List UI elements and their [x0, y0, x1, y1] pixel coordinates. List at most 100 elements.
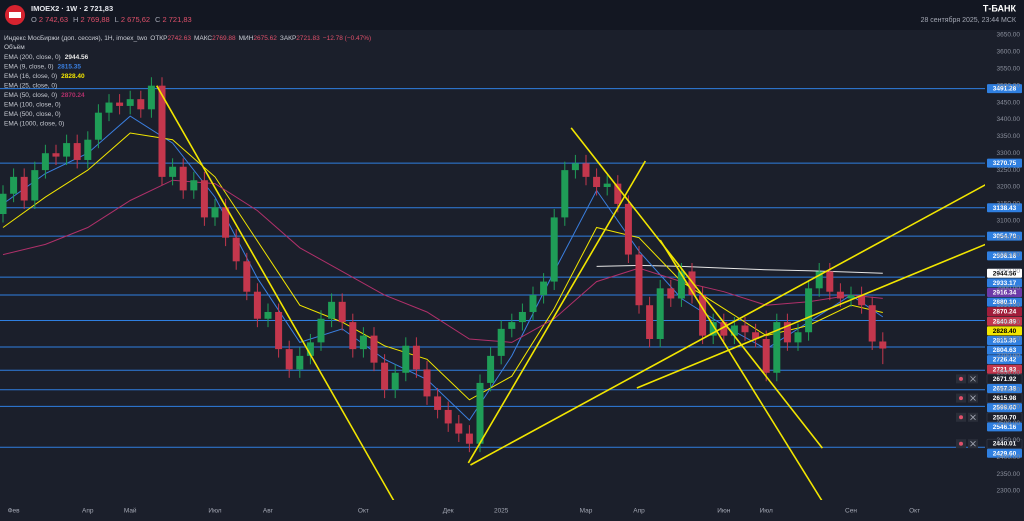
candle-body [794, 332, 802, 343]
x-tick-label: Сен [845, 508, 857, 515]
y-tick-label: 2700.00 [997, 353, 1021, 360]
legend-name: EMA (100, close, 0) [4, 101, 61, 108]
ohlc-value: 2 769,88 [80, 15, 109, 24]
candle-body [63, 143, 71, 157]
candle-body [561, 170, 569, 218]
alert-close [970, 440, 976, 447]
candle-body [306, 342, 314, 356]
level-label: 3138.43 [993, 205, 1017, 212]
level-label-bg [987, 158, 1022, 168]
candle-body [550, 217, 558, 282]
legend-entry: EMA (200, close, 0) 2944.56 [4, 54, 89, 61]
candle-body [667, 288, 675, 299]
candle-body [476, 382, 484, 444]
level-label: 2671.92 [993, 376, 1017, 383]
candle-body [158, 85, 166, 177]
candle-body [868, 305, 876, 342]
info-value: 2769.88 [212, 35, 236, 42]
x-tick-label: Дек [443, 508, 454, 515]
level-label: 2721.83 [993, 366, 1017, 373]
trend-line [467, 160, 647, 464]
y-tick-label: 2750.00 [997, 336, 1021, 343]
level-label: 2916.34 [993, 290, 1017, 297]
candle-body [391, 372, 399, 390]
trend-line [156, 85, 395, 500]
candle-body [116, 102, 124, 106]
level-label-bg [987, 231, 1022, 241]
candle-body [41, 153, 49, 171]
candle-body [518, 311, 526, 323]
level-label: 2440.01 [993, 441, 1017, 448]
y-tick-label: 3200.00 [997, 184, 1021, 191]
level-label: 2870.24 [993, 309, 1017, 316]
x-tick-label: Апр [82, 508, 94, 515]
y-tick-label: 2500.00 [997, 420, 1021, 427]
legend-name: EMA (200, close, 0) [4, 54, 61, 61]
level-label-bg [987, 307, 1022, 317]
level-label-bg [986, 438, 1023, 449]
ohlc-key: O [31, 15, 37, 24]
legend-name: EMA (1000, close, 0) [4, 120, 64, 127]
candle-body [582, 163, 590, 177]
candle-body [508, 322, 516, 329]
x-tick-label: Май [124, 507, 137, 515]
candle-body [720, 322, 728, 336]
candle-body [635, 254, 643, 306]
alert-bell [959, 376, 963, 381]
trend-line [659, 239, 823, 500]
y-tick-label: 2400.00 [997, 454, 1021, 461]
x-tick-label: Апр [633, 508, 645, 515]
level-label: 2828.40 [993, 328, 1017, 335]
candle-body [296, 355, 304, 370]
level-label: 3054.70 [993, 233, 1017, 240]
legend-name: EMA (500, close, 0) [4, 111, 61, 118]
level-label-bg [987, 335, 1022, 345]
candle-body [200, 180, 208, 218]
y-tick-label: 2350.00 [997, 471, 1021, 478]
ticker: IMOEX2 · 1W · 2 721,83 [31, 4, 113, 13]
level-label-bg [987, 287, 1022, 297]
candle-body [370, 335, 378, 363]
legend-name: EMA (50, close, 0) [4, 92, 57, 99]
level-label-bg [987, 345, 1022, 355]
candle-body [455, 423, 463, 434]
level-label-bg [987, 326, 1022, 336]
ohlc-value: 2 675,62 [121, 15, 150, 24]
legend-entry: EMA (1000, close, 0) [4, 120, 64, 127]
candle-body [773, 322, 781, 373]
y-tick-label: 3650.00 [997, 32, 1021, 39]
candle-body [31, 170, 39, 201]
candle-body [646, 305, 654, 339]
x-tick-label: Июл [208, 508, 221, 515]
level-label-bg [987, 268, 1022, 278]
y-tick-label: 3450.00 [997, 99, 1021, 106]
legend-entry: EMA (100, close, 0) [4, 101, 61, 108]
candle-body [84, 139, 92, 160]
ohlc-value: 2 721,83 [162, 15, 191, 24]
candle-body [730, 325, 738, 336]
candle-body [529, 295, 537, 312]
level-label: 2996.16 [993, 253, 1017, 260]
alert-close [970, 395, 976, 401]
candle-body [858, 295, 866, 306]
info-title: Индекс МосБиржи (доп. сессия), 1H, imoex… [4, 35, 148, 42]
candle-body [741, 325, 749, 333]
level-label-bg [987, 364, 1022, 374]
y-tick-label: 2950.00 [997, 268, 1021, 275]
y-tick-label: 2550.00 [997, 403, 1021, 410]
candle-body [465, 433, 473, 444]
y-tick-label: 3600.00 [997, 49, 1021, 56]
x-tick-label: 2025 [494, 508, 509, 515]
alert-close [970, 414, 976, 421]
trend-line [570, 127, 824, 449]
candle-body [359, 335, 367, 350]
level-label: 2933.17 [993, 280, 1017, 287]
overlay: 3491.28 3270.75 3138.43 3054.70 2996.16 2944.… [956, 84, 1023, 458]
level-label-bg [987, 355, 1022, 365]
candle-body [328, 301, 336, 319]
y-tick-label: 3350.00 [997, 133, 1021, 140]
candle-body [222, 207, 230, 238]
y-tick-label: 2650.00 [997, 369, 1021, 376]
